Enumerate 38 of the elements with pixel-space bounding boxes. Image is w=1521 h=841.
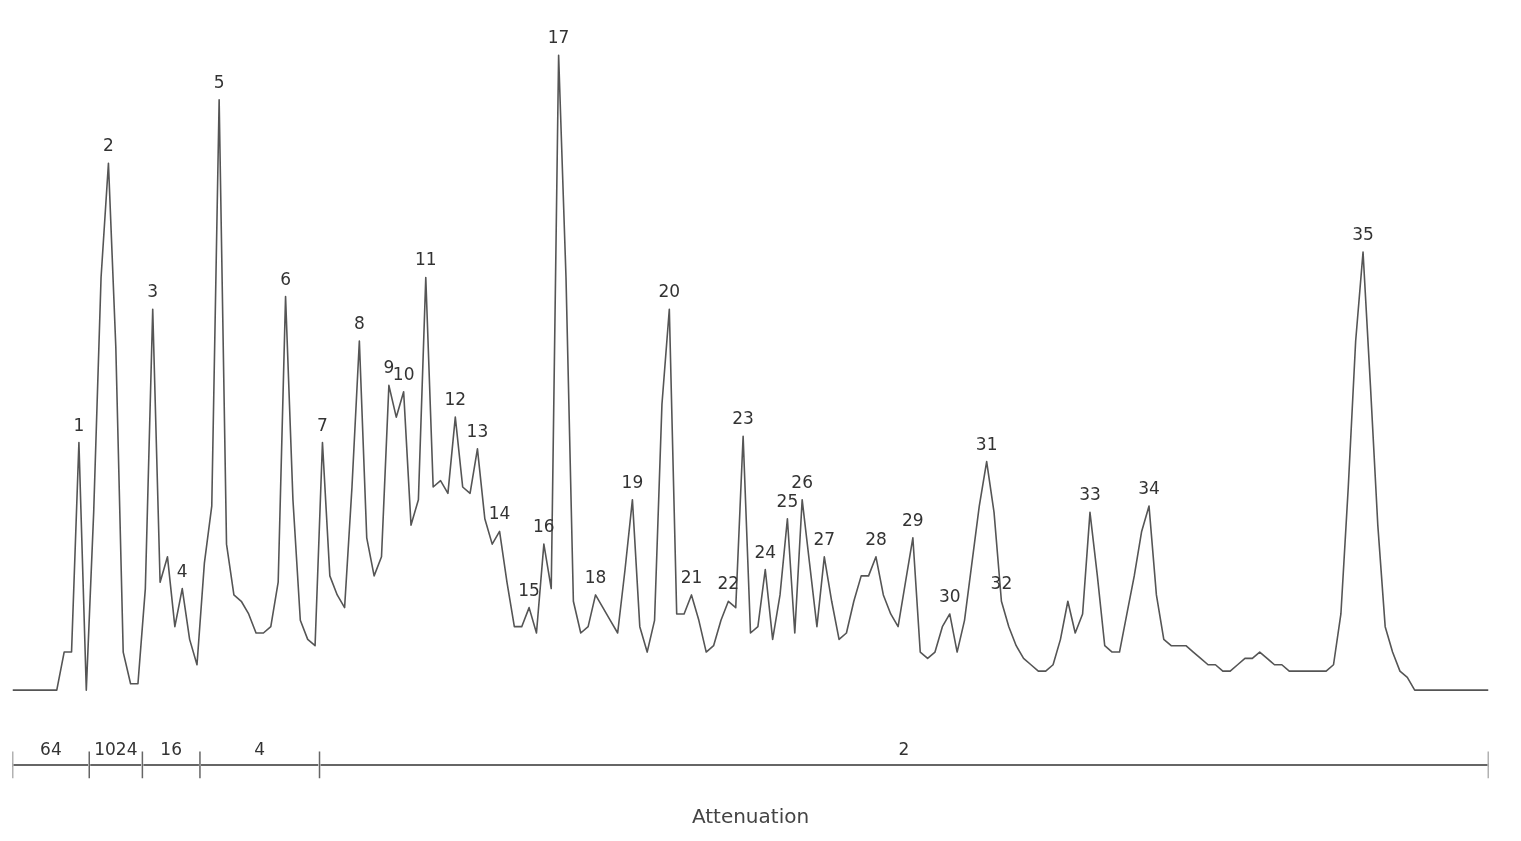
annotation: 3	[147, 281, 159, 302]
annotation: 30	[938, 585, 961, 606]
annotation: 33	[1079, 484, 1101, 505]
annotation: 19	[621, 471, 644, 492]
annotation: 17	[547, 27, 570, 48]
annotation: 14	[488, 503, 511, 524]
annotation: 9	[383, 357, 395, 378]
annotation: 6	[280, 268, 291, 289]
series-label: 4	[254, 738, 266, 759]
series-label: 2	[898, 738, 910, 759]
annotation: 4	[176, 560, 188, 581]
annotation: 11	[414, 249, 437, 270]
annotation: 25	[776, 490, 799, 511]
annotation: 10	[392, 363, 415, 384]
annotation: 27	[813, 528, 836, 549]
annotation: 31	[975, 433, 998, 454]
annotation: 12	[444, 389, 467, 410]
annotation: 23	[732, 408, 754, 429]
series-label: 16	[160, 738, 182, 759]
annotation: 35	[1352, 224, 1374, 245]
annotation: 21	[680, 566, 703, 587]
annotation: 8	[353, 312, 365, 333]
annotation: 34	[1138, 478, 1160, 499]
annotation: 5	[213, 71, 225, 92]
x-axis-title: Attenuation	[691, 803, 810, 828]
annotation: 15	[518, 579, 540, 600]
annotation: 28	[865, 528, 887, 549]
annotation: 24	[754, 541, 777, 562]
annotation: 20	[658, 281, 681, 302]
annotation: 2	[103, 135, 114, 156]
annotation: 29	[902, 509, 924, 530]
annotation: 7	[317, 414, 328, 435]
annotation: 1	[73, 414, 85, 435]
annotation: 26	[791, 471, 813, 492]
series-label: 64	[40, 738, 62, 759]
series-label: 1024	[94, 738, 138, 759]
annotation: 18	[584, 566, 607, 587]
annotation: 13	[466, 420, 489, 441]
